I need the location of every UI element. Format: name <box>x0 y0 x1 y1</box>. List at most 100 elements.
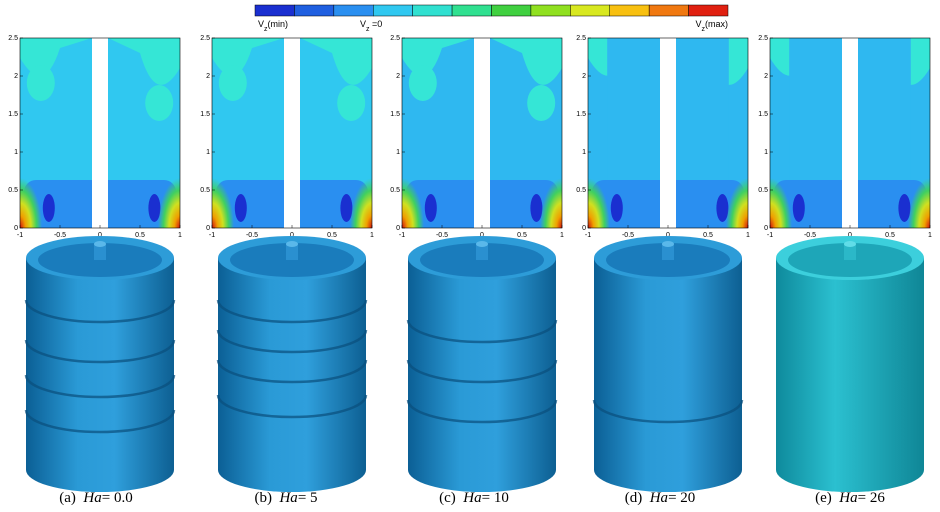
colorbar-segment <box>373 5 412 16</box>
text-span: Ha <box>82 490 101 506</box>
colorbar-label: Vz(max) <box>695 19 728 33</box>
y-tick-label: 2 <box>396 73 400 80</box>
text-span: = 0.0 <box>102 490 133 506</box>
text-span: Ha <box>278 490 297 506</box>
center-gap <box>660 38 676 228</box>
x-tick-label: 1 <box>370 232 374 239</box>
caption: (b) Ha= 5 <box>254 490 317 506</box>
x-tick-label: 0.5 <box>885 232 895 239</box>
text-span: (e) <box>815 490 832 506</box>
center-gap <box>842 38 858 228</box>
contour-hot <box>350 178 372 228</box>
y-tick-label: 0.5 <box>390 187 400 194</box>
y-tick-label: 2.5 <box>200 35 210 42</box>
y-tick-label: 0 <box>396 225 400 232</box>
text-span: (c) <box>439 490 456 506</box>
cylinder-pin-top <box>476 241 488 247</box>
colorbar-segment <box>492 5 531 16</box>
y-tick-label: 0.5 <box>758 187 768 194</box>
contour-hot <box>158 178 180 228</box>
contour-hot <box>20 178 42 228</box>
contour-region <box>337 85 365 121</box>
cylinder-pin-top <box>94 241 106 247</box>
x-tick-label: 1 <box>928 232 932 239</box>
colorbar-segment <box>334 5 373 16</box>
contour-hot <box>908 178 930 228</box>
y-tick-label: 1.5 <box>390 111 400 118</box>
x-tick-label: 0.5 <box>703 232 713 239</box>
text-span: (b) <box>254 490 272 506</box>
contour-hot <box>540 178 562 228</box>
x-tick-label: 1 <box>178 232 182 239</box>
text-span: (max) <box>705 19 728 29</box>
cylinder-body <box>594 258 742 492</box>
x-tick-label: -1 <box>767 232 773 239</box>
y-tick-label: 0 <box>582 225 586 232</box>
contour-hot <box>726 178 748 228</box>
y-tick-label: 0.5 <box>200 187 210 194</box>
colorbar-segment <box>255 5 294 16</box>
y-tick-label: 1 <box>764 149 768 156</box>
caption: (e) Ha= 26 <box>815 490 885 506</box>
x-tick-label: 0.5 <box>517 232 527 239</box>
panel: 00.511.522.5-1-0.500.51(b) Ha= 5 <box>200 35 374 506</box>
text-span: = 5 <box>298 490 318 506</box>
colorbar-segment <box>689 5 728 16</box>
x-tick-label: -1 <box>209 232 215 239</box>
x-tick-label: 0.5 <box>135 232 145 239</box>
y-tick-label: 2 <box>206 73 210 80</box>
y-tick-label: 0.5 <box>576 187 586 194</box>
contour-region <box>409 65 437 101</box>
cylinder-body <box>776 258 924 492</box>
x-tick-label: -1 <box>17 232 23 239</box>
y-tick-label: 0.5 <box>8 187 18 194</box>
text-span: (a) <box>59 490 76 506</box>
colorbar-label: Vz(min) <box>258 19 288 33</box>
text-span: Ha <box>838 490 857 506</box>
y-tick-label: 1 <box>582 149 586 156</box>
text-span: (min) <box>268 19 289 29</box>
y-tick-label: 1.5 <box>200 111 210 118</box>
text-span: = 20 <box>668 490 695 506</box>
colorbar-segment <box>649 5 688 16</box>
x-tick-label: -0.5 <box>54 232 66 239</box>
center-gap <box>284 38 300 228</box>
colorbar-segment <box>294 5 333 16</box>
text-span: = 26 <box>858 490 886 506</box>
y-tick-label: 2 <box>14 73 18 80</box>
colorbar-segment <box>413 5 452 16</box>
caption: (d) Ha= 20 <box>625 490 696 506</box>
y-tick-label: 2 <box>764 73 768 80</box>
text-span: Ha <box>462 490 481 506</box>
caption: (a) Ha= 0.0 <box>59 490 132 506</box>
text-span: = 10 <box>482 490 509 506</box>
y-tick-label: 2.5 <box>758 35 768 42</box>
y-tick-label: 0 <box>206 225 210 232</box>
x-tick-label: 0.5 <box>327 232 337 239</box>
x-tick-label: -0.5 <box>622 232 634 239</box>
text-span: (d) <box>625 490 643 506</box>
y-tick-label: 2.5 <box>8 35 18 42</box>
contour-hot <box>402 178 424 228</box>
figure: Vz(min)Vz =0Vz(max) 00.511.522.5-1-0.500… <box>0 0 940 512</box>
cylinder-pin-top <box>844 241 856 247</box>
x-tick-label: -0.5 <box>804 232 816 239</box>
y-tick-label: 0 <box>14 225 18 232</box>
y-tick-label: 0 <box>764 225 768 232</box>
panel: 00.511.522.5-1-0.500.51(c) Ha= 10 <box>390 35 564 506</box>
colorbar: Vz(min)Vz =0Vz(max) <box>255 5 728 33</box>
y-tick-label: 1.5 <box>758 111 768 118</box>
text-span: =0 <box>370 19 383 29</box>
contour-blob <box>235 194 247 222</box>
contour-blob <box>43 194 55 222</box>
text-span: Ha <box>649 490 668 506</box>
y-tick-label: 1.5 <box>576 111 586 118</box>
contour-blob <box>793 194 805 222</box>
x-tick-label: -0.5 <box>436 232 448 239</box>
x-tick-label: -0.5 <box>246 232 258 239</box>
y-tick-label: 2.5 <box>390 35 400 42</box>
y-tick-label: 2.5 <box>576 35 586 42</box>
